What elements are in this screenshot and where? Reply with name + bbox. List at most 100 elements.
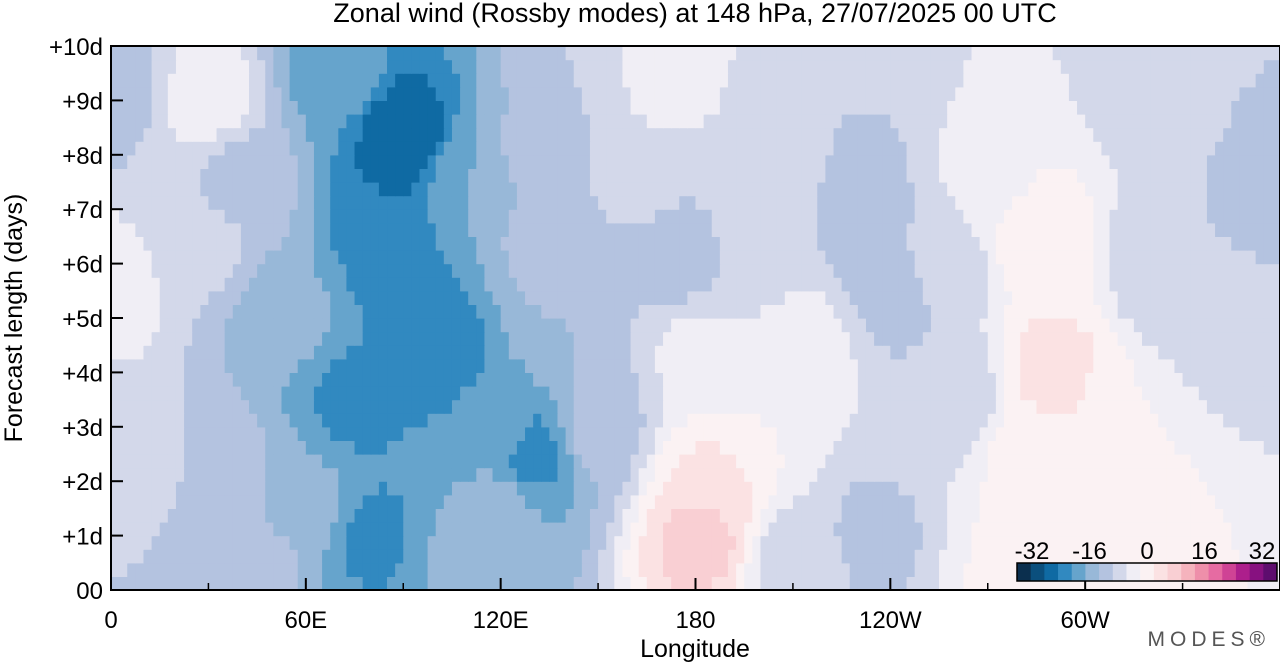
field-cell — [882, 358, 891, 373]
field-cell — [533, 318, 542, 333]
field-cell — [476, 277, 486, 292]
field-cell — [646, 508, 656, 523]
field-cell — [249, 440, 258, 455]
field-cell — [192, 331, 201, 346]
field-cell — [1028, 195, 1038, 210]
field-cell — [1239, 182, 1249, 197]
field-cell — [1036, 182, 1046, 197]
field-cell — [882, 467, 891, 482]
field-cell — [525, 399, 534, 414]
field-cell — [687, 399, 697, 414]
field-cell — [305, 154, 315, 169]
field-cell — [216, 141, 226, 156]
field-cell — [573, 372, 583, 387]
field-cell — [1052, 331, 1062, 346]
field-cell — [1093, 345, 1103, 360]
field-cell — [289, 290, 299, 305]
field-cell — [914, 250, 924, 265]
field-cell — [313, 127, 323, 142]
field-cell — [273, 141, 283, 156]
field-cell — [930, 522, 940, 537]
field-cell — [1093, 222, 1103, 237]
field-cell — [273, 494, 283, 509]
field-cell — [322, 250, 331, 265]
field-cell — [719, 250, 729, 265]
field-cell — [581, 576, 591, 590]
field-cell — [1101, 522, 1111, 537]
field-cell — [297, 522, 307, 537]
field-cell — [1085, 277, 1094, 292]
field-cell — [224, 413, 234, 428]
field-cell — [119, 263, 128, 278]
field-cell — [1231, 481, 1241, 496]
field-cell — [573, 222, 583, 237]
field-cell — [849, 426, 859, 441]
field-cell — [711, 304, 721, 319]
field-cell — [378, 277, 388, 292]
field-cell — [1036, 236, 1046, 251]
field-cell — [1028, 454, 1038, 469]
field-cell — [192, 494, 201, 509]
field-cell — [135, 386, 145, 401]
field-cell — [395, 549, 404, 564]
field-cell — [322, 345, 331, 360]
field-cell — [330, 209, 339, 224]
field-cell — [549, 154, 559, 169]
field-cell — [151, 168, 161, 183]
field-cell — [630, 454, 640, 469]
field-cell — [898, 141, 908, 156]
field-cell — [1271, 454, 1280, 469]
field-cell — [403, 114, 412, 129]
field-cell — [768, 114, 778, 129]
field-cell — [841, 127, 851, 142]
field-cell — [313, 345, 323, 360]
field-cell — [549, 290, 559, 305]
field-cell — [906, 195, 916, 210]
field-cell — [281, 576, 291, 590]
field-cell — [1174, 263, 1184, 278]
field-cell — [403, 345, 412, 360]
field-cell — [614, 209, 624, 224]
field-cell — [184, 522, 193, 537]
field-cell — [654, 494, 664, 509]
field-cell — [711, 331, 721, 346]
field-cell — [817, 399, 826, 414]
field-cell — [1190, 236, 1200, 251]
field-cell — [492, 141, 502, 156]
field-cell — [825, 413, 835, 428]
field-cell — [687, 222, 697, 237]
field-cell — [403, 576, 412, 590]
field-cell — [914, 494, 924, 509]
field-cell — [111, 454, 120, 469]
field-cell — [654, 182, 664, 197]
field-cell — [1182, 154, 1192, 169]
field-cell — [1190, 195, 1200, 210]
field-cell — [1117, 277, 1127, 292]
field-cell — [1215, 508, 1224, 523]
field-cell — [809, 386, 818, 401]
field-cell — [727, 535, 737, 550]
field-cell — [1068, 426, 1078, 441]
field-cell — [792, 508, 802, 523]
field-cell — [516, 222, 526, 237]
field-cell — [865, 386, 875, 401]
field-cell — [305, 413, 315, 428]
field-cell — [711, 114, 721, 129]
field-cell — [768, 331, 778, 346]
field-cell — [378, 114, 388, 129]
field-cell — [1150, 222, 1159, 237]
field-cell — [297, 195, 307, 210]
field-cell — [370, 345, 380, 360]
field-cell — [419, 345, 429, 360]
field-cell — [663, 114, 672, 129]
field-cell — [1133, 331, 1143, 346]
field-cell — [249, 154, 258, 169]
field-cell — [654, 250, 664, 265]
field-cell — [240, 494, 250, 509]
field-cell — [825, 141, 835, 156]
field-cell — [1101, 141, 1111, 156]
field-cell — [427, 236, 437, 251]
field-cell — [1166, 576, 1176, 590]
field-cell — [622, 154, 632, 169]
field-cell — [378, 494, 388, 509]
